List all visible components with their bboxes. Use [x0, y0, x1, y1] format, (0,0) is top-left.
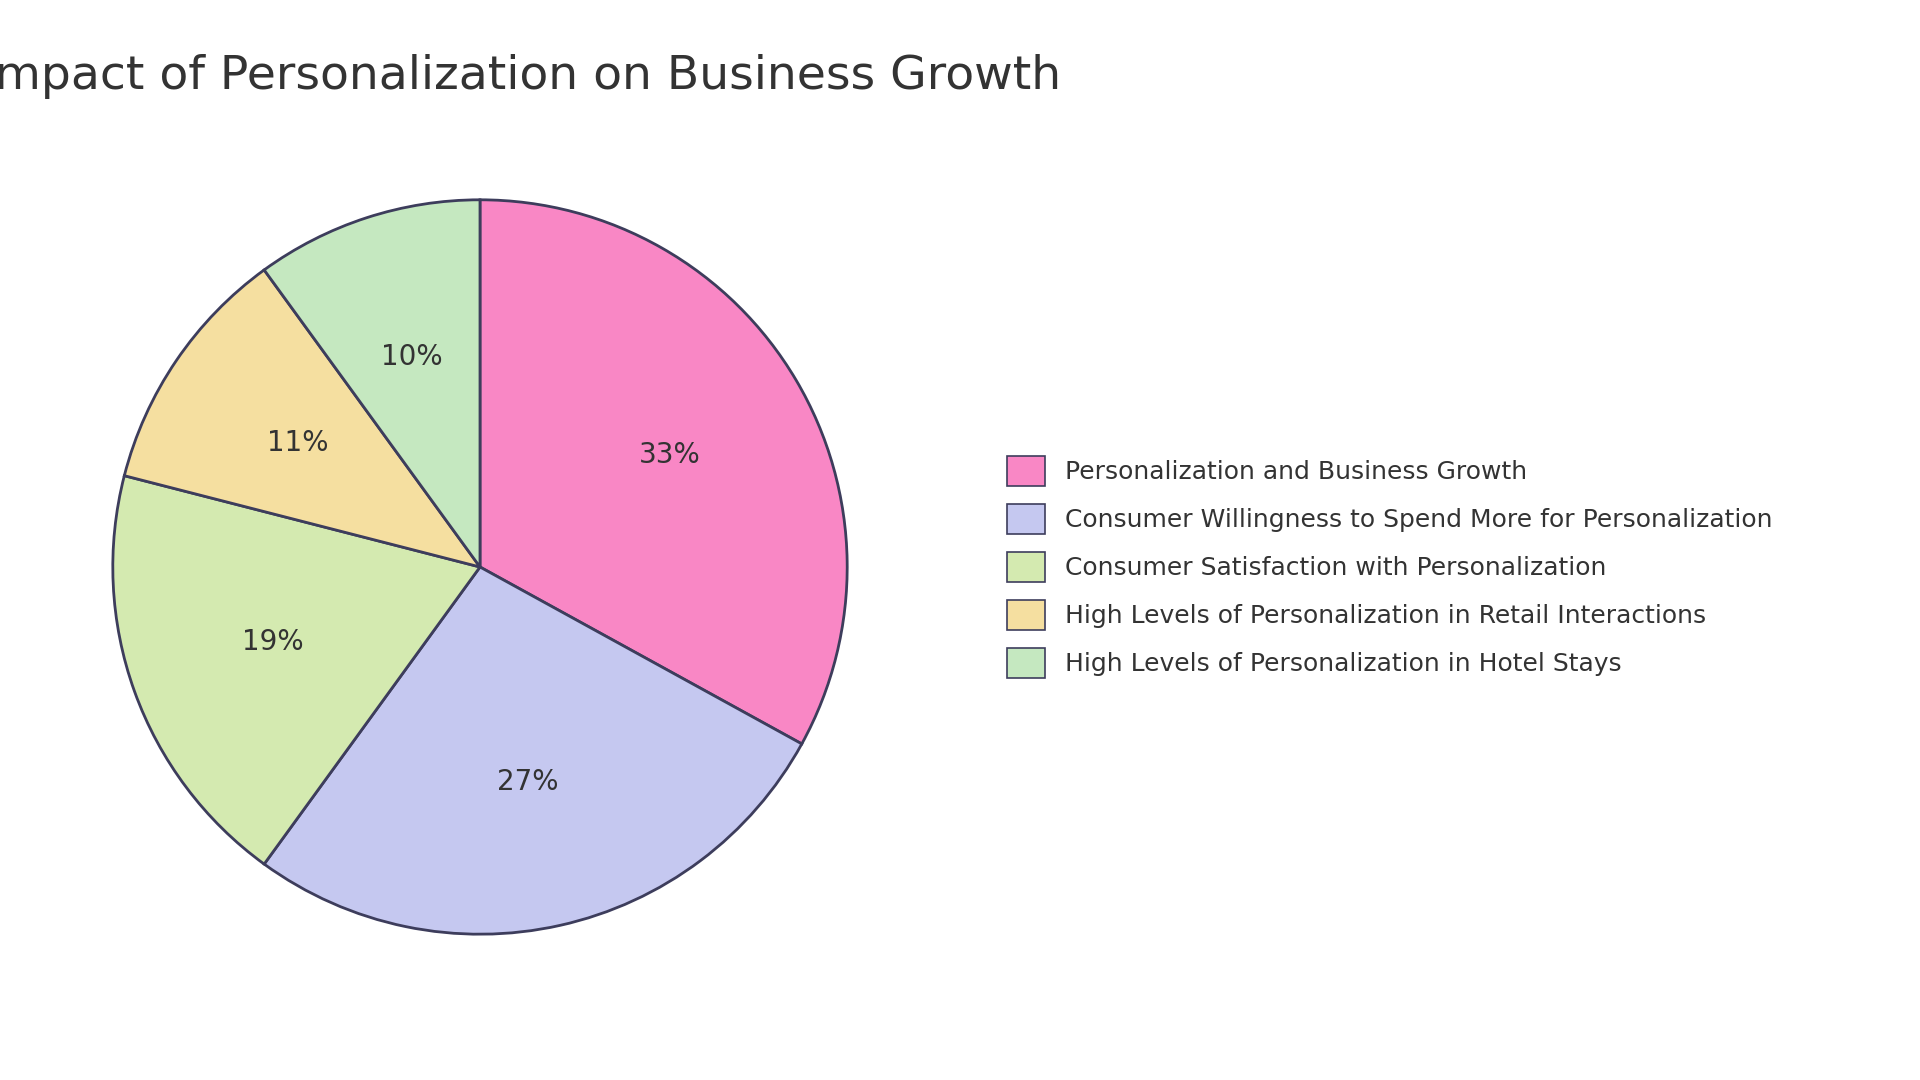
Text: 33%: 33% [639, 441, 701, 469]
Wedge shape [113, 475, 480, 864]
Wedge shape [265, 567, 803, 934]
Text: 10%: 10% [380, 343, 444, 372]
Wedge shape [480, 200, 847, 744]
Text: Impact of Personalization on Business Growth: Impact of Personalization on Business Gr… [0, 54, 1062, 99]
Text: 19%: 19% [242, 627, 303, 656]
Legend: Personalization and Business Growth, Consumer Willingness to Spend More for Pers: Personalization and Business Growth, Con… [996, 446, 1782, 688]
Text: 11%: 11% [267, 429, 328, 457]
Wedge shape [125, 270, 480, 567]
Text: 27%: 27% [497, 768, 559, 796]
Wedge shape [265, 200, 480, 567]
